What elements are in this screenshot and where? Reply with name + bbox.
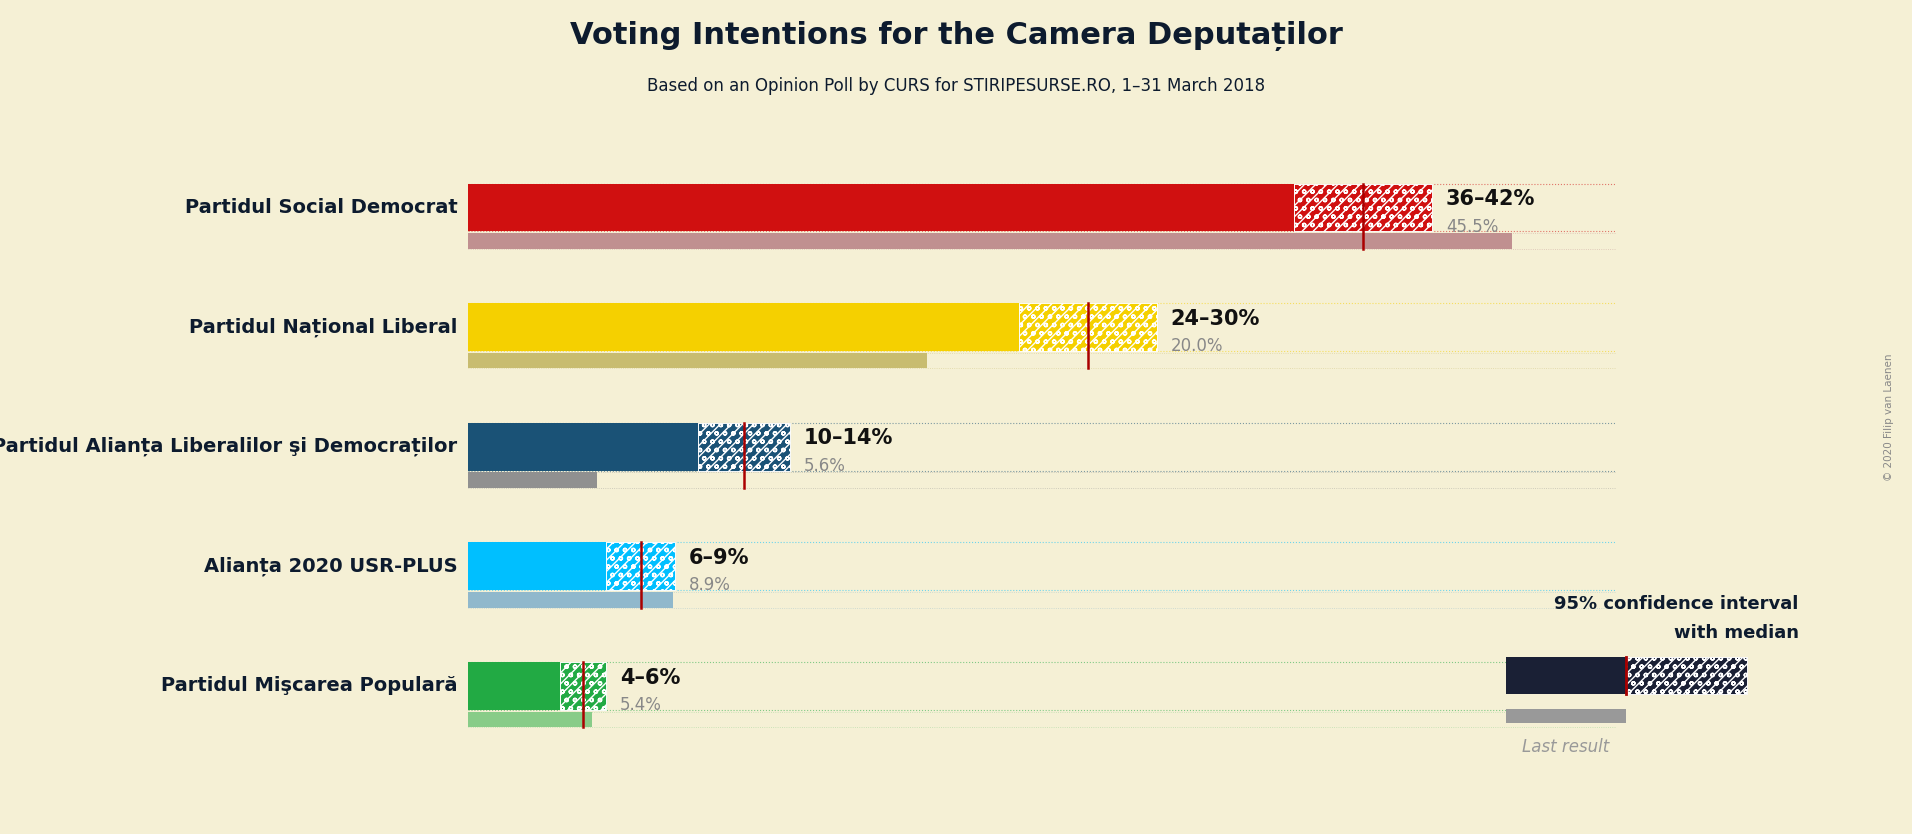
Bar	[560, 662, 606, 710]
Bar	[606, 542, 675, 590]
Bar	[468, 472, 597, 488]
Bar	[468, 542, 606, 590]
Bar	[698, 423, 790, 470]
Bar	[560, 662, 606, 710]
Bar	[468, 662, 560, 710]
Bar	[468, 234, 1512, 249]
Text: 5.4%: 5.4%	[619, 696, 662, 714]
Bar	[1625, 657, 1746, 694]
Bar	[698, 423, 790, 470]
Text: Partidul Social Democrat: Partidul Social Democrat	[185, 198, 457, 217]
Text: 10–14%: 10–14%	[803, 429, 893, 449]
Bar	[1505, 709, 1625, 723]
Text: 45.5%: 45.5%	[1445, 218, 1499, 236]
Text: 36–42%: 36–42%	[1445, 189, 1535, 209]
Bar	[1019, 304, 1157, 351]
Text: 6–9%: 6–9%	[688, 548, 750, 568]
Text: Voting Intentions for the Camera Deputaților: Voting Intentions for the Camera Deputaț…	[570, 21, 1342, 51]
Bar	[468, 183, 1294, 232]
Text: with median: with median	[1673, 624, 1799, 642]
Bar	[468, 711, 593, 727]
Text: 95% confidence interval: 95% confidence interval	[1554, 595, 1799, 613]
Text: © 2020 Filip van Laenen: © 2020 Filip van Laenen	[1883, 354, 1895, 480]
Bar	[468, 423, 698, 470]
Bar	[1505, 657, 1625, 694]
Bar	[1294, 183, 1432, 232]
Text: 24–30%: 24–30%	[1170, 309, 1260, 329]
Bar	[468, 592, 673, 608]
Text: 4–6%: 4–6%	[619, 667, 681, 687]
Text: Based on an Opinion Poll by CURS for STIRIPESURSE.RO, 1–31 March 2018: Based on an Opinion Poll by CURS for STI…	[646, 77, 1266, 95]
Bar	[468, 304, 1019, 351]
Text: Partidul Național Liberal: Partidul Național Liberal	[189, 318, 457, 337]
Bar	[468, 353, 927, 369]
Text: Last result: Last result	[1522, 738, 1610, 756]
Text: 8.9%: 8.9%	[688, 576, 730, 595]
Text: Alianța 2020 USR-PLUS: Alianța 2020 USR-PLUS	[205, 556, 457, 576]
Bar	[606, 542, 675, 590]
Bar	[1625, 657, 1746, 694]
Text: Partidul Mişcarea Populară: Partidul Mişcarea Populară	[161, 676, 457, 696]
Text: 5.6%: 5.6%	[803, 457, 845, 475]
Bar	[1294, 183, 1432, 232]
Bar	[1019, 304, 1157, 351]
Text: Partidul Alianța Liberalilor şi Democraților: Partidul Alianța Liberalilor şi Democraț…	[0, 437, 457, 456]
Text: 20.0%: 20.0%	[1170, 337, 1224, 355]
